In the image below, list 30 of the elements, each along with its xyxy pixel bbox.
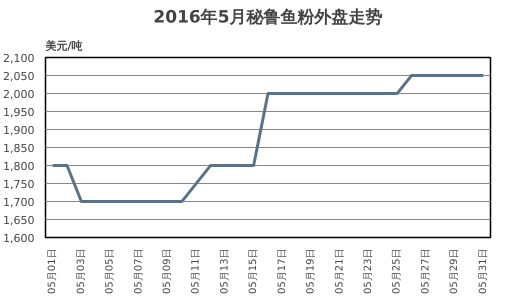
y-tick-label: 1,900 xyxy=(3,124,35,137)
x-tick-label: 05月31日 xyxy=(478,248,489,294)
y-tick-label: 1,650 xyxy=(3,214,35,227)
x-tick-label: 05月19日 xyxy=(306,248,317,294)
y-tick-label: 2,000 xyxy=(3,88,35,101)
y-tick-label: 1,600 xyxy=(3,232,35,245)
y-tick-label: 1,850 xyxy=(3,142,35,155)
x-tick-label: 05月23日 xyxy=(362,248,374,294)
y-tick-label: 1,800 xyxy=(3,160,35,173)
x-tick-label: 05月29日 xyxy=(449,248,460,294)
x-tick-label: 05月09日 xyxy=(162,248,174,294)
x-tick-label: 05月27日 xyxy=(420,248,432,294)
x-tick-label: 05月05日 xyxy=(104,248,116,294)
y-tick-label: 2,050 xyxy=(3,70,35,83)
x-tick-label: 05月01日 xyxy=(47,248,58,294)
x-tick-label: 05月13日 xyxy=(219,248,230,294)
x-tick-label: 05月17日 xyxy=(276,248,288,294)
x-tick-label: 05月15日 xyxy=(248,248,260,294)
y-axis-title: 美元/吨 xyxy=(44,40,83,52)
y-tick-label: 1,950 xyxy=(3,106,35,119)
x-tick-label: 05月21日 xyxy=(334,248,346,294)
x-tick-label: 05月11日 xyxy=(190,248,202,294)
chart-title: 2016年5月秘鲁鱼粉外盘走势 xyxy=(153,8,383,28)
line-series xyxy=(51,74,485,203)
y-tick-label: 1,750 xyxy=(3,178,35,191)
x-tick-label: 05月25日 xyxy=(392,248,403,294)
y-tick-label: 2,100 xyxy=(3,52,35,65)
x-tick-label: 05月03日 xyxy=(76,248,87,294)
x-tick-label: 05月07日 xyxy=(133,248,144,294)
y-tick-label: 1,700 xyxy=(3,196,35,209)
